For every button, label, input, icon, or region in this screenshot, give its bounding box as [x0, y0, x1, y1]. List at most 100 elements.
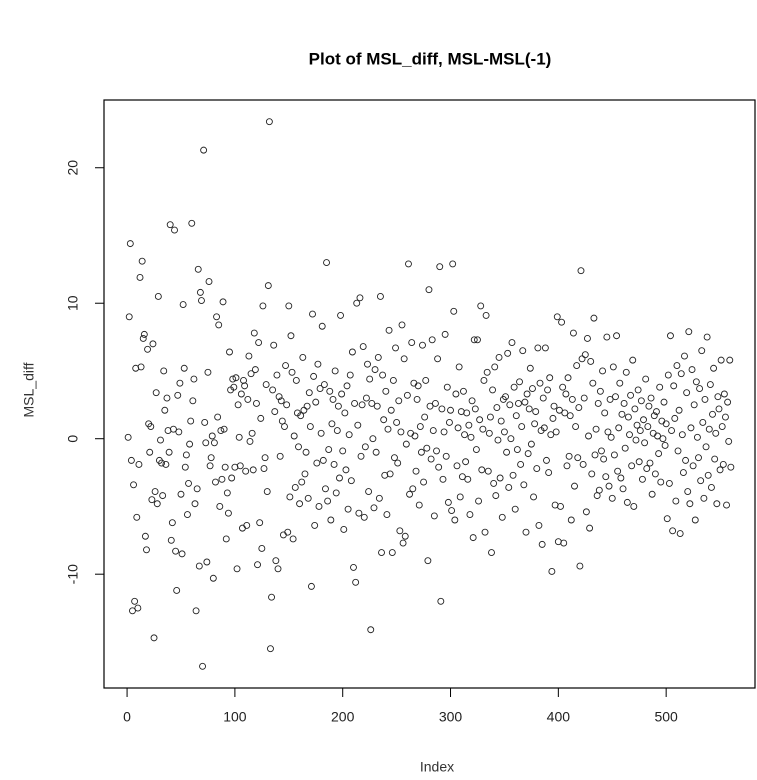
point	[206, 462, 214, 470]
point	[295, 443, 302, 451]
point	[216, 503, 224, 510]
point	[435, 463, 443, 471]
point	[166, 221, 174, 229]
point	[569, 329, 577, 337]
point	[651, 470, 659, 478]
point	[579, 461, 587, 468]
point	[177, 490, 185, 498]
point	[254, 561, 261, 569]
point	[527, 440, 535, 448]
point	[490, 479, 498, 487]
point	[401, 532, 409, 540]
point	[425, 286, 433, 294]
point	[288, 368, 296, 376]
point	[236, 462, 244, 470]
point	[337, 311, 345, 319]
point	[474, 336, 481, 344]
point	[243, 521, 251, 529]
point	[195, 562, 203, 570]
point	[508, 339, 516, 346]
point	[392, 344, 399, 352]
point	[314, 360, 322, 368]
point	[649, 429, 657, 437]
point	[125, 313, 133, 321]
point	[192, 607, 200, 615]
point	[503, 448, 511, 456]
point	[574, 454, 582, 462]
point	[353, 299, 361, 307]
point	[317, 429, 325, 437]
point	[566, 412, 574, 420]
point	[661, 442, 669, 449]
point	[619, 485, 627, 493]
point	[297, 412, 305, 420]
point	[705, 425, 713, 433]
point	[218, 475, 226, 483]
point	[562, 390, 570, 398]
point	[309, 310, 316, 318]
point	[475, 497, 483, 505]
point	[256, 519, 264, 527]
point	[303, 402, 311, 410]
point	[700, 494, 708, 502]
point	[262, 381, 270, 388]
point	[437, 597, 445, 605]
point	[684, 488, 692, 495]
point	[615, 424, 623, 432]
point	[336, 474, 343, 482]
point	[673, 362, 681, 369]
point	[213, 313, 221, 321]
point	[654, 432, 661, 440]
point	[420, 478, 428, 486]
point	[621, 444, 629, 452]
point	[244, 395, 252, 403]
point	[524, 450, 532, 458]
point	[159, 492, 167, 500]
point	[230, 383, 238, 391]
point	[299, 353, 307, 361]
point	[330, 461, 338, 468]
point	[711, 455, 719, 463]
point	[606, 395, 614, 403]
point	[691, 516, 699, 524]
point	[290, 432, 298, 440]
point	[586, 524, 594, 532]
point	[696, 385, 704, 393]
point	[130, 481, 137, 489]
point	[134, 604, 142, 612]
point	[670, 382, 678, 390]
point	[544, 386, 552, 394]
point	[341, 409, 349, 417]
point	[479, 425, 487, 433]
point	[423, 444, 431, 452]
point	[629, 356, 637, 364]
point	[582, 508, 590, 516]
point	[215, 321, 223, 329]
point	[318, 322, 326, 330]
point	[495, 353, 503, 361]
point	[682, 456, 690, 464]
point	[184, 511, 191, 519]
point	[267, 645, 274, 653]
point	[419, 341, 426, 349]
point	[578, 355, 586, 363]
point	[200, 146, 208, 154]
point	[692, 378, 700, 386]
point	[393, 419, 401, 426]
point	[674, 447, 682, 455]
point	[384, 425, 392, 433]
point	[491, 363, 499, 371]
point	[421, 413, 429, 421]
point	[362, 394, 370, 402]
point	[224, 509, 232, 517]
point	[429, 427, 437, 435]
point	[452, 390, 460, 398]
point	[168, 519, 176, 527]
point	[609, 363, 617, 371]
point	[398, 321, 406, 329]
point	[557, 503, 564, 510]
point	[260, 465, 268, 472]
point	[406, 490, 414, 498]
point	[563, 462, 571, 470]
point	[307, 582, 315, 590]
